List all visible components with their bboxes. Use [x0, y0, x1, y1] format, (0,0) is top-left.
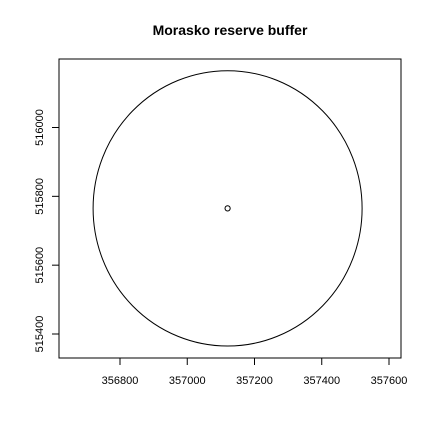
x-tick-label: 357600	[371, 375, 408, 387]
buffer-ring	[92, 70, 363, 347]
center-point	[224, 205, 231, 212]
x-tick-label: 356800	[102, 375, 139, 387]
y-tick-label: 516000	[34, 109, 46, 146]
x-tick-label: 357000	[169, 375, 206, 387]
y-axis: 515400 515600 515800 516000	[34, 109, 60, 353]
x-tick-label: 357200	[236, 375, 273, 387]
y-tick-label: 515600	[34, 247, 46, 284]
x-axis: 356800 357000 357200 357400 357600	[102, 357, 408, 387]
chart-title: Morasko reserve buffer	[153, 22, 308, 38]
y-tick-label: 515400	[34, 316, 46, 353]
plot-marks	[92, 70, 363, 347]
x-tick-label: 357400	[303, 375, 340, 387]
y-tick-label: 515800	[34, 178, 46, 215]
